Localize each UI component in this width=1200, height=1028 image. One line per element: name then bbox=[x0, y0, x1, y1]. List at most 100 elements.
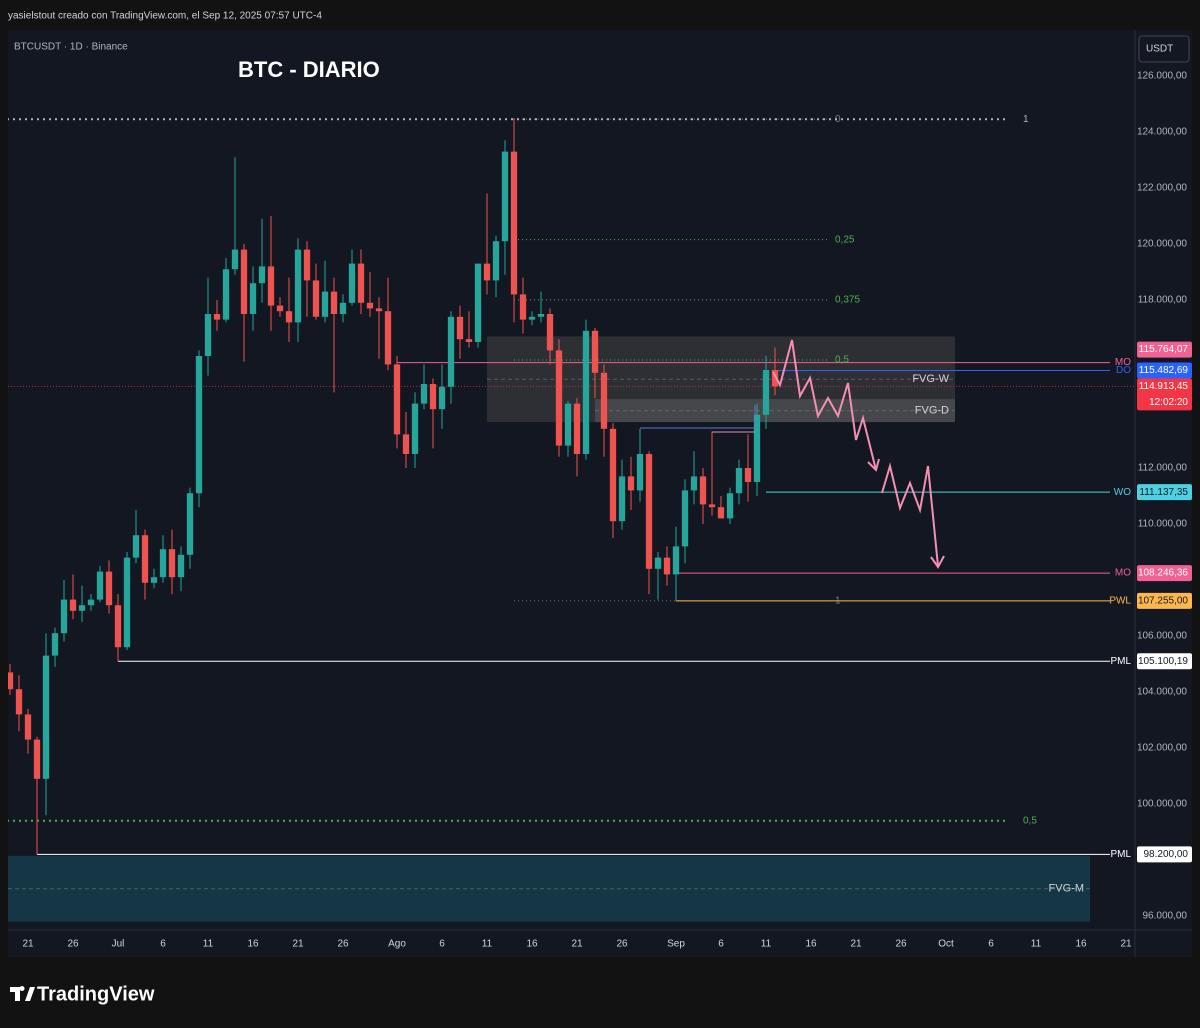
zone-label: FVG-W bbox=[912, 373, 949, 385]
candle-body bbox=[114, 605, 122, 648]
x-tick-label: Oct bbox=[938, 939, 954, 950]
candle-body bbox=[510, 151, 518, 295]
logo-mark bbox=[10, 986, 35, 1001]
candle-body bbox=[690, 476, 698, 491]
candle-body bbox=[321, 291, 329, 317]
level-name: DO bbox=[1116, 365, 1131, 376]
price-tag-label: 107.255,00 bbox=[1138, 596, 1188, 607]
price-tag bbox=[1137, 653, 1192, 670]
candle-body bbox=[303, 249, 311, 281]
x-tick-label: 11 bbox=[761, 939, 772, 950]
candle-body bbox=[546, 314, 554, 351]
forecast-path bbox=[881, 462, 939, 567]
candle-body bbox=[186, 493, 194, 555]
y-tick-label: 120.000,00 bbox=[1137, 239, 1187, 250]
x-tick-label: 16 bbox=[1075, 939, 1087, 950]
symbol: BTCUSDT · 1D · Binance bbox=[14, 42, 128, 53]
x-tick-label: 6 bbox=[988, 939, 994, 950]
last-price-label: 114.913,45 bbox=[1139, 381, 1189, 392]
fib-label: 0,375 bbox=[835, 294, 860, 305]
candle-body bbox=[663, 557, 671, 575]
zone-label: FVG-D bbox=[915, 405, 949, 417]
candle-body bbox=[519, 294, 527, 320]
chart-background bbox=[8, 30, 1192, 957]
candle-body bbox=[249, 283, 257, 315]
candle-body bbox=[141, 535, 149, 583]
level-name: MO bbox=[1115, 568, 1131, 579]
price-tag-label: 115.764,07 bbox=[1139, 344, 1189, 355]
x-tick-label: 26 bbox=[67, 939, 79, 950]
fib-label: 0,5 bbox=[1023, 815, 1037, 826]
candle-body bbox=[393, 364, 401, 435]
candle-body bbox=[573, 403, 581, 455]
x-tick-label: 26 bbox=[895, 939, 907, 950]
price-tag-label: 98.200,00 bbox=[1144, 849, 1189, 860]
forecast-path bbox=[772, 339, 877, 471]
x-tick-label: 21 bbox=[22, 939, 34, 950]
candle-body bbox=[627, 476, 635, 491]
candle-body bbox=[24, 714, 32, 740]
y-tick-label: 110.000,00 bbox=[1138, 519, 1188, 530]
candle-body bbox=[132, 535, 140, 558]
candle-body bbox=[492, 241, 500, 281]
candle-body bbox=[276, 305, 284, 312]
price-tag bbox=[1137, 484, 1192, 501]
candle-body bbox=[618, 476, 626, 522]
zone bbox=[595, 399, 955, 423]
x-tick-label: 16 bbox=[247, 939, 259, 950]
candle-body bbox=[231, 249, 239, 270]
y-tick-label: 96.000,00 bbox=[1143, 911, 1188, 922]
x-tick-label: Sep bbox=[667, 939, 685, 950]
candle-body bbox=[375, 308, 383, 312]
candle-body bbox=[222, 269, 230, 320]
candle-body bbox=[645, 454, 653, 569]
candle-body bbox=[474, 263, 482, 343]
candle-body bbox=[420, 384, 428, 404]
x-tick-label: 6 bbox=[718, 939, 724, 950]
x-tick-label: 21 bbox=[571, 939, 583, 950]
candle-body bbox=[762, 370, 770, 415]
forecast-arrowhead bbox=[930, 555, 945, 569]
y-tick-label: 102.000,00 bbox=[1137, 743, 1187, 754]
candle-body bbox=[87, 599, 95, 606]
candle-body bbox=[501, 151, 509, 242]
candle-body bbox=[33, 739, 41, 779]
x-tick-label: 26 bbox=[337, 939, 349, 950]
candle-body bbox=[735, 468, 743, 494]
candle-body bbox=[591, 330, 599, 373]
candle-body bbox=[51, 633, 59, 656]
candle-body bbox=[654, 557, 662, 569]
candle-body bbox=[168, 549, 176, 578]
currency[interactable]: USDT bbox=[1146, 44, 1173, 55]
candle-body bbox=[564, 403, 572, 446]
fib-label: 0,5 bbox=[835, 355, 849, 366]
level-name: MO bbox=[1115, 357, 1131, 368]
x-tick-label: 11 bbox=[203, 939, 214, 950]
candle-body bbox=[537, 314, 545, 317]
candle-body bbox=[600, 372, 608, 429]
currency-box[interactable] bbox=[1138, 35, 1190, 63]
candle-body bbox=[240, 249, 248, 315]
x-tick-label: 21 bbox=[850, 939, 862, 950]
candle-body bbox=[402, 434, 410, 455]
candle-body bbox=[195, 356, 203, 494]
candle-body bbox=[339, 302, 347, 315]
candle-body bbox=[771, 370, 779, 387]
candle-body bbox=[213, 314, 221, 320]
price-tag bbox=[1137, 341, 1192, 358]
x-tick-label: 16 bbox=[805, 939, 817, 950]
candle-body bbox=[348, 263, 356, 303]
candle-body bbox=[312, 280, 320, 317]
candle-body bbox=[717, 507, 725, 519]
y-tick-label: 100.000,00 bbox=[1137, 799, 1187, 810]
countdown: 12:02:20 bbox=[1149, 397, 1188, 408]
price-tag-label: 105.100,19 bbox=[1138, 656, 1188, 667]
candle-body bbox=[708, 504, 716, 508]
candle-body bbox=[609, 428, 617, 522]
brand: TradingView bbox=[37, 983, 155, 1005]
candle-body bbox=[483, 263, 491, 281]
candle-body bbox=[78, 605, 86, 611]
candle-body bbox=[159, 549, 167, 578]
